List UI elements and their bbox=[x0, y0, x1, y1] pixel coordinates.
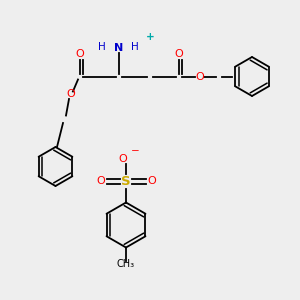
Text: S: S bbox=[121, 175, 131, 188]
Text: O: O bbox=[75, 49, 84, 59]
Text: CH₃: CH₃ bbox=[117, 259, 135, 269]
Text: H: H bbox=[98, 41, 106, 52]
Text: −: − bbox=[131, 146, 140, 157]
Text: H: H bbox=[131, 41, 139, 52]
Text: N: N bbox=[114, 43, 123, 53]
Text: O: O bbox=[174, 49, 183, 59]
Text: O: O bbox=[147, 176, 156, 187]
Text: O: O bbox=[195, 71, 204, 82]
Text: O: O bbox=[66, 89, 75, 100]
Text: O: O bbox=[96, 176, 105, 187]
Text: +: + bbox=[146, 32, 154, 43]
Text: O: O bbox=[118, 154, 127, 164]
